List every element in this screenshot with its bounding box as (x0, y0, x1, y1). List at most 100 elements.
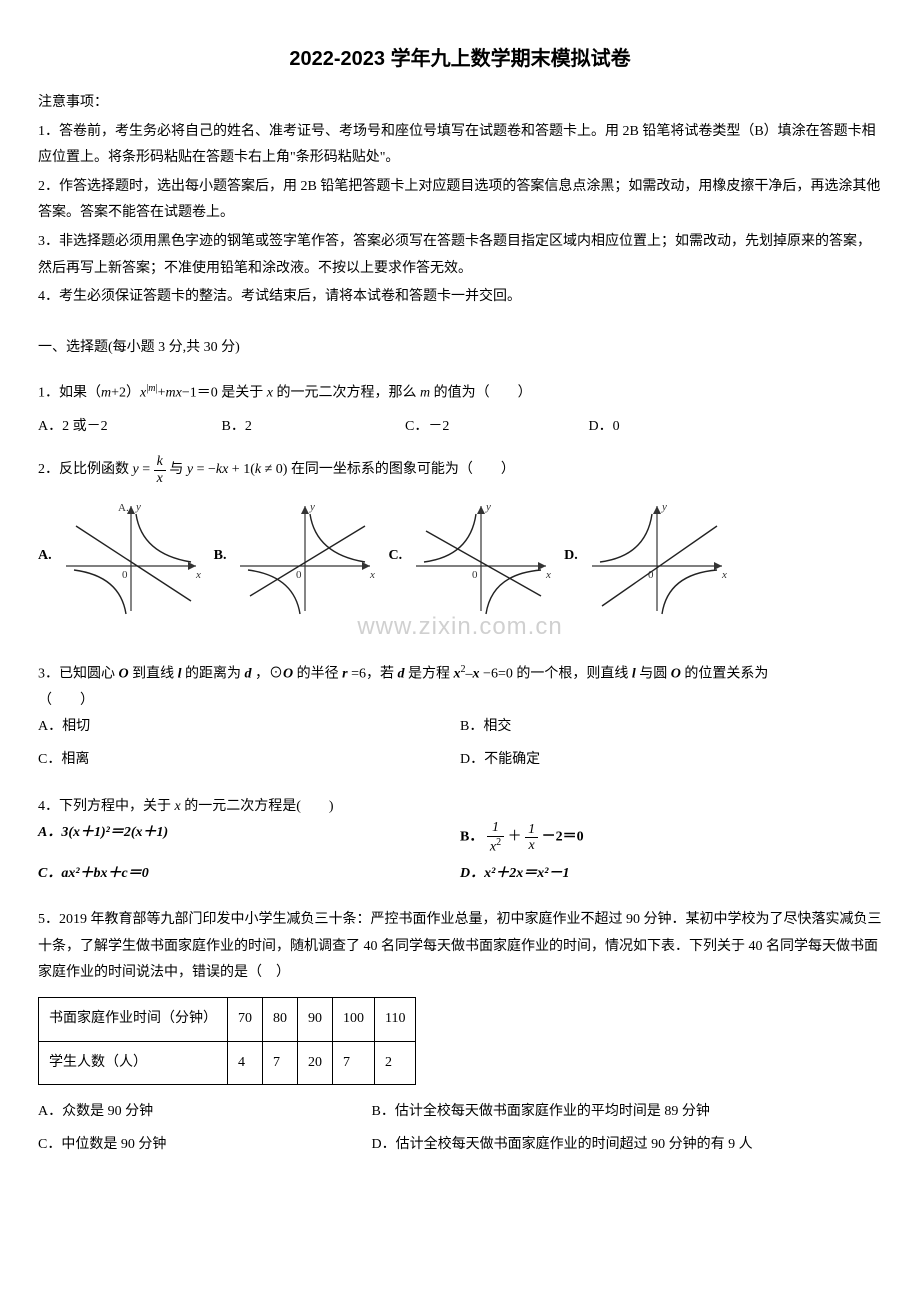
q3-part: −6=0 的一个根，则直线 (483, 666, 632, 681)
table-row: 学生人数（人） 4 7 20 7 2 (39, 1041, 416, 1085)
option-a-label: A. (38, 543, 52, 570)
option-b-label: B. (214, 543, 227, 570)
table-cell: 7 (333, 1041, 375, 1085)
q3-part: 与圆 (639, 666, 671, 681)
instructions-block: 注意事项： 1．答卷前，考生务必将自己的姓名、准考证号、考场号和座位号填写在试题… (38, 90, 882, 311)
q4-opt-a: A．3(x＋1)²＝2(x＋1) (38, 825, 168, 840)
table-cell: 书面家庭作业时间（分钟） (39, 998, 228, 1042)
option-c: C．ax²＋bx＋c＝0 (38, 861, 460, 888)
option-a: A．众数是 90 分钟 (38, 1099, 368, 1126)
svg-text:y: y (309, 501, 315, 513)
svg-text:x: x (721, 569, 727, 581)
q3-part: 到直线 (132, 666, 178, 681)
table-cell: 90 (298, 998, 333, 1042)
q3-part: =6，若 (351, 666, 397, 681)
question-5-table: 书面家庭作业时间（分钟） 70 80 90 100 110 学生人数（人） 4 … (38, 997, 416, 1085)
svg-text:0: 0 (296, 569, 302, 581)
option-d: D．不能确定 (460, 747, 882, 774)
table-cell: 100 (333, 998, 375, 1042)
table-cell: 20 (298, 1041, 333, 1085)
q1-text-part: 1．如果（ (38, 386, 101, 401)
svg-text:x: x (195, 569, 201, 581)
option-b: B．2 (222, 414, 402, 441)
q3-part: 的位置关系为 (684, 666, 768, 681)
q4-part: 4．下列方程中，关于 (38, 799, 175, 814)
q2-text-part: 在同一坐标系的图象可能为（ ） (291, 462, 515, 477)
question-2-options: A. A. x y 0 B. x (38, 496, 882, 616)
instruction-item: 1．答卷前，考生务必将自己的姓名、准考证号、考场号和座位号填写在试题卷和答题卡上… (38, 119, 882, 172)
q2-text-part: 2．反比例函数 (38, 462, 133, 477)
svg-text:0: 0 (122, 569, 128, 581)
q2-text-part: 与 (169, 462, 187, 477)
option-c: C．－2 (405, 414, 585, 441)
option-d-label: D. (564, 543, 578, 570)
option-b-chart: x y 0 (230, 496, 380, 616)
option-a: A．相切 (38, 714, 460, 741)
table-cell: 2 (375, 1041, 416, 1085)
q4-opt-c: C．ax²＋bx＋c＝0 (38, 866, 149, 881)
question-3-blank: （ ） (38, 688, 882, 715)
section-1-title: 一、选择题(每小题 3 分,共 30 分) (38, 335, 882, 362)
option-b: B． 1x2 ＋ 1x －2＝0 (460, 820, 882, 854)
svg-text:y: y (661, 501, 667, 513)
option-a: A．2 或－2 (38, 414, 218, 441)
q4-opt-d: D．x²＋2x＝x²－1 (460, 866, 570, 881)
question-2-text: 2．反比例函数 y = kx 与 y = −kx + 1(k ≠ 0) 在同一坐… (38, 454, 882, 486)
instruction-item: 2．作答选择题时，选出每小题答案后，用 2B 铅笔把答题卡上对应题目选项的答案信… (38, 174, 882, 227)
question-5: 5．2019 年教育部等九部门印发中小学生减负三十条：严控书面作业总量，初中家庭… (38, 907, 882, 1158)
table-cell: 70 (228, 998, 263, 1042)
question-3-options: A．相切 B．相交 C．相离 D．不能确定 (38, 714, 882, 779)
question-4: 4．下列方程中，关于 x 的一元二次方程是( ) A．3(x＋1)²＝2(x＋1… (38, 794, 882, 894)
option-d-chart: x y 0 (582, 496, 732, 616)
question-1: 1．如果（m+2）x|m|+mx−1＝0 是关于 x 的一元二次方程，那么 m … (38, 379, 882, 440)
q3-part: 是方程 (408, 666, 454, 681)
question-5-options-row2: C．中位数是 90 分钟 D．估计全校每天做书面家庭作业的时间超过 90 分钟的… (38, 1132, 882, 1159)
question-5-text: 5．2019 年教育部等九部门印发中小学生减负三十条：严控书面作业总量，初中家庭… (38, 907, 882, 987)
question-4-options: A．3(x＋1)²＝2(x＋1) B． 1x2 ＋ 1x －2＝0 C．ax²＋… (38, 820, 882, 893)
table-row: 书面家庭作业时间（分钟） 70 80 90 100 110 (39, 998, 416, 1042)
option-c: C．相离 (38, 747, 460, 774)
q3-part: 的半径 (297, 666, 343, 681)
option-c-label: C. (388, 543, 402, 570)
option-c: C．中位数是 90 分钟 (38, 1132, 368, 1159)
question-1-text: 1．如果（m+2）x|m|+mx−1＝0 是关于 x 的一元二次方程，那么 m … (38, 379, 882, 407)
q1-text-part: 的值为（ ） (430, 386, 532, 401)
instruction-item: 4．考生必须保证答题卡的整洁。考试结束后，请将本试卷和答题卡一并交回。 (38, 284, 882, 311)
option-b: B．相交 (460, 714, 882, 741)
q1-text-part: −1＝0 是关于 (182, 386, 267, 401)
option-a: A．3(x＋1)²＝2(x＋1) (38, 820, 460, 854)
svg-text:y: y (485, 501, 491, 513)
option-c-chart: x y 0 (406, 496, 556, 616)
option-d: D．估计全校每天做书面家庭作业的时间超过 90 分钟的有 9 人 (372, 1132, 753, 1159)
question-3-text: 3．已知圆心 O 到直线 l 的距离为 d ，⊙O 的半径 r =6，若 d 是… (38, 660, 882, 688)
instruction-item: 3．非选择题必须用黑色字迹的钢笔或签字笔作答，答案必须写在答题卡各题目指定区域内… (38, 229, 882, 282)
question-3: 3．已知圆心 O 到直线 l 的距离为 d ，⊙O 的半径 r =6，若 d 是… (38, 660, 882, 780)
option-d: D．x²＋2x＝x²－1 (460, 861, 882, 888)
q3-part: 的距离为 (185, 666, 245, 681)
svg-text:x: x (369, 569, 375, 581)
question-1-options: A．2 或－2 B．2 C．－2 D．0 (38, 414, 882, 441)
table-cell: 110 (375, 998, 416, 1042)
table-cell: 4 (228, 1041, 263, 1085)
table-cell: 学生人数（人） (39, 1041, 228, 1085)
svg-text:y: y (135, 501, 141, 513)
q1-text-part: +2） (111, 386, 140, 401)
q4-part: 的一元二次方程是( ) (181, 799, 334, 814)
question-2: 2．反比例函数 y = kx 与 y = −kx + 1(k ≠ 0) 在同一坐… (38, 454, 882, 616)
option-a-chart: A. x y 0 (56, 496, 206, 616)
svg-text:0: 0 (472, 569, 478, 581)
question-5-options-row1: A．众数是 90 分钟 B．估计全校每天做书面家庭作业的平均时间是 89 分钟 (38, 1099, 882, 1126)
option-d: D．0 (589, 414, 769, 441)
q3-part: ，⊙ (255, 666, 283, 681)
table-cell: 80 (263, 998, 298, 1042)
table-cell: 7 (263, 1041, 298, 1085)
q3-part: 3．已知圆心 (38, 666, 119, 681)
page-title: 2022-2023 学年九上数学期末模拟试卷 (38, 40, 882, 78)
instructions-heading: 注意事项： (38, 90, 882, 117)
q4-opt-b-prefix: B． (460, 830, 483, 845)
svg-text:x: x (545, 569, 551, 581)
option-b: B．估计全校每天做书面家庭作业的平均时间是 89 分钟 (372, 1099, 710, 1126)
question-4-text: 4．下列方程中，关于 x 的一元二次方程是( ) (38, 794, 882, 821)
q1-text-part: 的一元二次方程，那么 (273, 386, 420, 401)
q4-opt-b-suffix: －2＝0 (542, 830, 584, 845)
